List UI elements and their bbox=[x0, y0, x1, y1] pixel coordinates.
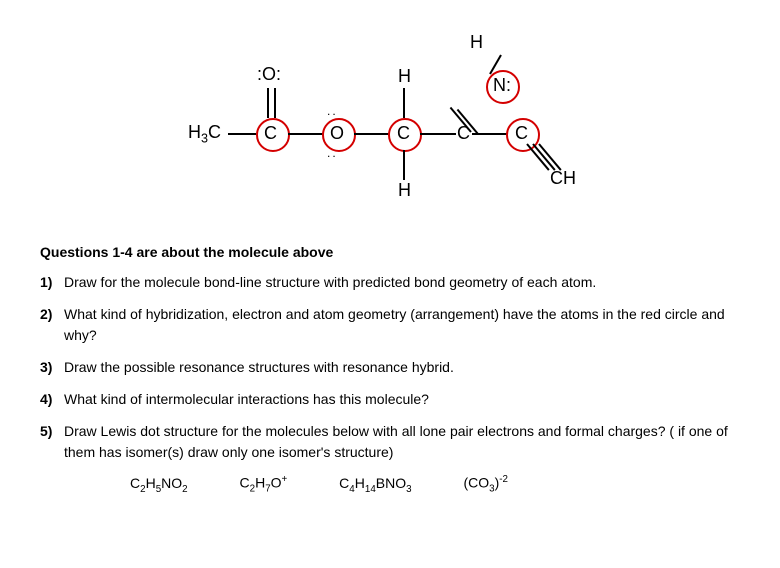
question-text: What kind of hybridization, electron and… bbox=[64, 304, 740, 345]
question-5: 5) Draw Lewis dot structure for the mole… bbox=[40, 421, 740, 462]
atom-n: N: bbox=[493, 75, 511, 96]
formula-3: C4H14BNO3 bbox=[339, 475, 411, 495]
question-number: 2) bbox=[40, 304, 64, 345]
bond bbox=[420, 133, 456, 135]
formula-row: C2H5NO2 C2H7O+ C4H14BNO3 (CO3)-2 bbox=[40, 474, 740, 494]
atom-h3c: H3C bbox=[188, 122, 221, 146]
atom-o-mid: O bbox=[330, 123, 344, 144]
atom-ch: CH bbox=[550, 168, 576, 189]
atom-c1: C bbox=[264, 123, 277, 144]
bond bbox=[288, 133, 324, 135]
question-number: 3) bbox=[40, 357, 64, 377]
question-number: 1) bbox=[40, 272, 64, 292]
question-text: Draw for the molecule bond-line structur… bbox=[64, 272, 740, 292]
atom-h-top-c2: H bbox=[398, 66, 411, 87]
atom-o-top: :O: bbox=[257, 64, 281, 85]
atom-h-n: H bbox=[470, 32, 483, 53]
bond bbox=[274, 88, 276, 118]
question-number: 4) bbox=[40, 389, 64, 409]
formula-4: (CO3)-2 bbox=[463, 474, 508, 494]
question-3: 3) Draw the possible resonance structure… bbox=[40, 357, 740, 377]
bond bbox=[472, 133, 508, 135]
atom-c4: C bbox=[515, 123, 528, 144]
bond bbox=[228, 133, 256, 135]
question-text: Draw the possible resonance structures w… bbox=[64, 357, 740, 377]
atom-c2: C bbox=[397, 123, 410, 144]
question-4: 4) What kind of intermolecular interacti… bbox=[40, 389, 740, 409]
bond bbox=[403, 88, 405, 118]
formula-2: C2H7O+ bbox=[240, 474, 288, 494]
question-number: 5) bbox=[40, 421, 64, 462]
lone-pair-top: .. bbox=[327, 104, 338, 118]
formula-1: C2H5NO2 bbox=[130, 475, 188, 495]
molecule-diagram: H3C C :O: .. O .. C H H C N: H C CH bbox=[130, 30, 650, 230]
bond bbox=[354, 133, 390, 135]
question-text: What kind of intermolecular interactions… bbox=[64, 389, 740, 409]
atom-h-bot-c2: H bbox=[398, 180, 411, 201]
bond bbox=[267, 88, 269, 118]
lone-pair-bot: .. bbox=[327, 146, 338, 160]
bond bbox=[403, 150, 405, 180]
question-text: Draw Lewis dot structure for the molecul… bbox=[64, 421, 740, 462]
questions-header: Questions 1-4 are about the molecule abo… bbox=[40, 244, 740, 260]
question-2: 2) What kind of hybridization, electron … bbox=[40, 304, 740, 345]
question-1: 1) Draw for the molecule bond-line struc… bbox=[40, 272, 740, 292]
